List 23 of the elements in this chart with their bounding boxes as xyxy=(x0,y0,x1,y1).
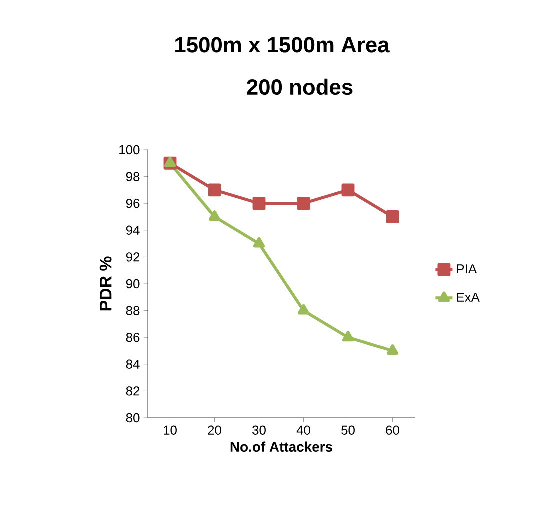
y-tick-label: 88 xyxy=(126,306,140,316)
y-axis-title: PDR % xyxy=(100,256,112,311)
chart-subtitle: 200 nodes xyxy=(247,78,353,96)
y-tick-label: 90 xyxy=(126,279,140,289)
x-tick-label: 10 xyxy=(164,426,177,435)
legend-label: PIA xyxy=(457,264,478,274)
y-tick-label: 92 xyxy=(126,252,140,262)
y-tick-label: 84 xyxy=(126,360,140,369)
y-tick-label: 82 xyxy=(126,386,140,396)
chart-title: 1500m x 1500m Area xyxy=(176,37,390,53)
y-tick-label: 100 xyxy=(120,145,140,155)
y-tick-label: 86 xyxy=(126,333,140,342)
x-tick-label: 40 xyxy=(296,426,310,435)
y-tick-label: 98 xyxy=(126,172,140,182)
y-tick-label: 96 xyxy=(126,199,140,208)
y-tick-label: 80 xyxy=(126,413,140,423)
legend-label: ExA xyxy=(457,292,480,302)
x-axis-title: No.of Attackers xyxy=(230,442,332,452)
x-tick-label: 30 xyxy=(252,426,266,435)
x-tick-label: 50 xyxy=(342,426,355,435)
x-tick-label: 20 xyxy=(208,426,222,435)
x-tick-label: 60 xyxy=(386,426,400,435)
y-tick-label: 94 xyxy=(126,226,140,235)
